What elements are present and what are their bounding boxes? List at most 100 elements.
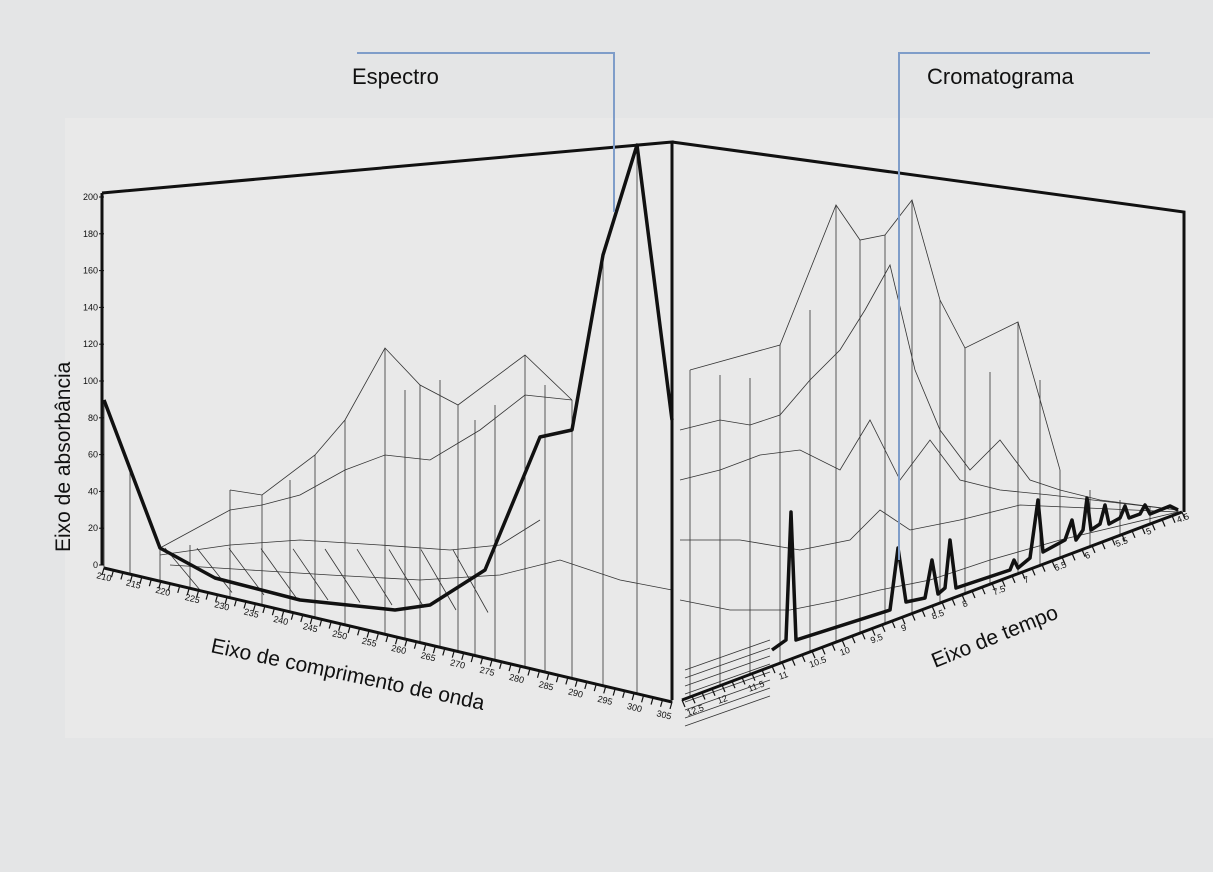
wavelength-minor-tick (309, 616, 313, 625)
floor-grid-line (684, 655, 771, 687)
wavelength-minor-tick (366, 630, 370, 638)
wavelength-minor-tick (470, 654, 474, 663)
absorbance-tick-label: 0 (93, 560, 98, 570)
wavelength-tick-label: 215 (125, 578, 142, 591)
time-tick-label: 7.5 (992, 584, 1007, 598)
floor-grid-line (684, 647, 771, 679)
wavelength-minor-tick (555, 675, 559, 683)
time-minor-tick (901, 617, 906, 625)
tick-marks (101, 511, 1186, 710)
wavelength-minor-tick (281, 610, 285, 618)
wavelength-ticks: 210 215 220 225 230 235 240 245 250 255 260 265 270 2… (96, 570, 673, 721)
time-minor-tick (721, 684, 726, 693)
wavelength-tick-label: 250 (331, 628, 348, 641)
floor-grid-line (356, 548, 393, 606)
time-tick-label: 8.5 (930, 608, 945, 622)
time-tick-label: 6.5 (1053, 559, 1068, 573)
wavelength-minor-tick (148, 579, 152, 587)
time-minor-tick (831, 643, 836, 651)
time-minor-tick (921, 609, 926, 617)
floor-grid-line (684, 639, 771, 671)
time-minor-tick (951, 598, 956, 606)
floor-grid-line (684, 679, 771, 711)
wavelength-minor-tick (300, 614, 304, 623)
time-minor-tick (1041, 564, 1046, 572)
wavelength-minor-tick (404, 639, 408, 647)
wavelength-minor-tick (650, 697, 654, 705)
wavelength-minor-tick (319, 619, 323, 627)
wavelength-tick-label: 245 (302, 621, 319, 634)
absorbance-tick-label: 60 (88, 450, 98, 460)
time-tick-label: 7 (1022, 574, 1030, 585)
time-minor-tick (871, 628, 876, 636)
time-minor-tick (971, 590, 976, 599)
wavelength-tick-label: 235 (243, 607, 260, 620)
wavelength-minor-tick (489, 659, 493, 667)
time-minor-tick (811, 650, 816, 659)
wavelength-tick-label: 225 (184, 592, 201, 605)
wavelength-minor-tick (347, 625, 351, 634)
mesh-ridge-line (679, 263, 1179, 511)
wavelength-tick-label: 295 (597, 694, 614, 707)
mesh-ridge-line (159, 519, 541, 556)
time-minor-tick (781, 662, 786, 670)
wavelength-minor-tick (385, 634, 389, 643)
time-minor-tick (741, 677, 746, 685)
time-tick-label: 5.5 (1114, 535, 1129, 549)
floor-grid-line (324, 548, 361, 603)
wavelength-minor-tick (290, 612, 294, 620)
wavelength-minor-tick (177, 585, 181, 594)
wavelength-minor-tick (480, 657, 484, 665)
time-minor-tick (1031, 568, 1036, 576)
time-minor-tick (911, 613, 916, 621)
time-minor-tick (1001, 579, 1006, 587)
time-minor-tick (821, 647, 826, 655)
time-minor-tick (731, 680, 736, 689)
wavelength-minor-tick (413, 641, 417, 649)
time-minor-tick (791, 658, 796, 666)
mesh-ridge-line (169, 559, 673, 591)
wavelength-minor-tick (659, 699, 664, 707)
wavelength-tick-label: 220 (154, 585, 171, 598)
wavelength-minor-tick (612, 688, 616, 696)
floor-grid-line (420, 549, 457, 611)
wavelength-minor-tick (328, 621, 332, 629)
absorbance-tick-label: 200 (83, 192, 98, 202)
absorbance-tick-label: 100 (83, 376, 98, 386)
wavelength-minor-tick (224, 596, 228, 605)
wavelength-minor-tick (120, 572, 124, 580)
wavelength-minor-tick (432, 646, 436, 654)
time-minor-tick (1051, 560, 1056, 569)
wavelength-minor-tick (252, 603, 257, 611)
time-minor-tick (1121, 534, 1126, 542)
time-minor-tick (1091, 545, 1096, 554)
floor-grid-line (684, 695, 771, 727)
mesh-ridge-line (159, 394, 573, 549)
time-ticks: 12.51211.51110.5109.598.587.576.565.554.… (685, 511, 1190, 718)
mesh-ridge-line (229, 347, 573, 496)
wavelength-tick-label: 255 (361, 636, 378, 649)
time-tick-label: 12 (716, 693, 729, 706)
time-minor-tick (701, 692, 706, 700)
time-minor-tick (691, 696, 696, 704)
wavelength-minor-tick (110, 570, 115, 578)
chromatogram-callout-label: Cromatograma (927, 64, 1074, 89)
time-minor-tick (861, 632, 866, 640)
time-tick-label: 9 (900, 622, 908, 633)
spectrum-callout-line (357, 52, 615, 212)
wavelength-tick-label: 285 (538, 679, 555, 692)
time-minor-tick (711, 688, 716, 696)
time-minor-tick (751, 673, 756, 681)
absorbance-ticks: 0 20 40 60 80 100 120 140 160 180 200 (83, 192, 104, 570)
wavelength-tick-label: 280 (508, 672, 525, 685)
mesh-ridge-line (679, 419, 1179, 511)
back-wall-right-frame (671, 140, 1186, 512)
floor-grid-line (260, 548, 297, 598)
absorbance-tick-label: 160 (83, 266, 98, 276)
time-minor-tick (1061, 556, 1066, 565)
mesh-ridge-line (680, 504, 1179, 551)
wavelength-minor-tick (423, 643, 427, 652)
time-minor-tick (1131, 530, 1136, 539)
